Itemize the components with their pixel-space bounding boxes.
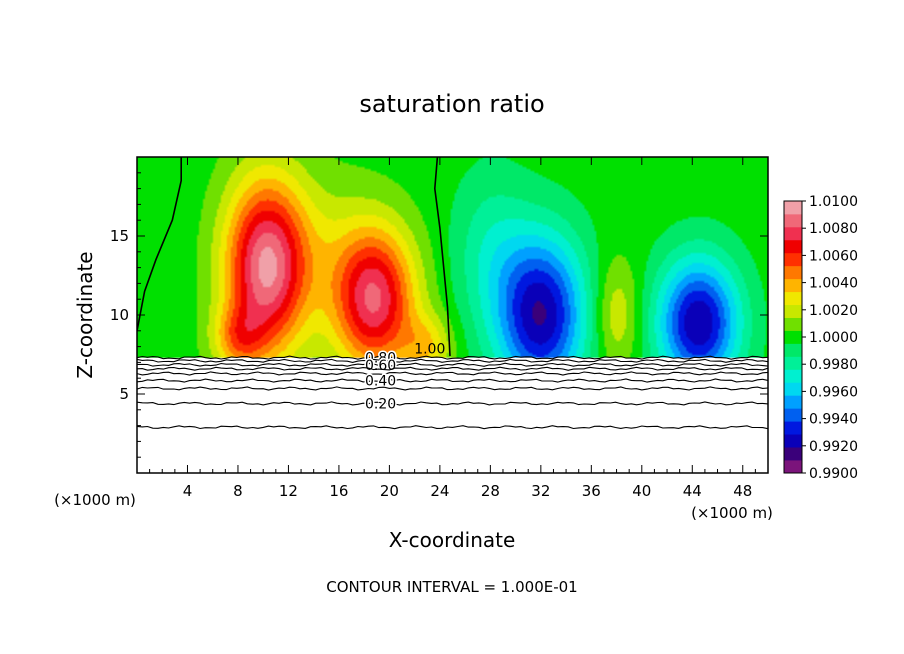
colorbar-swatch	[784, 291, 802, 306]
colorbar-swatch	[784, 460, 802, 474]
contour-label: 0.60	[365, 358, 396, 374]
contour-line-1-00	[433, 157, 451, 357]
colorbar-swatch	[784, 447, 802, 461]
contour-line	[137, 401, 768, 406]
contour-line	[137, 366, 768, 371]
contour-interval-note: CONTOUR INTERVAL = 1.000E-01	[326, 578, 577, 596]
colorbar-swatch	[784, 265, 802, 280]
x-tick-label: 36	[582, 482, 601, 500]
contour-line	[137, 386, 768, 391]
x-tick-label: 8	[233, 482, 243, 500]
x-tick-label: 48	[733, 482, 752, 500]
colorbar-swatch	[784, 252, 802, 267]
x-unit-left: (×1000 m)	[54, 491, 136, 509]
contour-label: 1.00	[414, 342, 445, 358]
colorbar-swatch	[784, 213, 802, 228]
y-axis-label: Z-coordinate	[73, 251, 97, 378]
x-tick-label: 12	[279, 482, 298, 500]
x-tick-label: 20	[380, 482, 399, 500]
chart-title: saturation ratio	[359, 90, 544, 118]
contour-line	[137, 378, 768, 383]
colorbar-tick-label: 1.0080	[809, 221, 858, 237]
contour-line	[137, 358, 768, 363]
contour-line	[137, 425, 768, 430]
colorbar-tick-label: 1.0060	[809, 248, 858, 264]
x-tick-label: 28	[481, 482, 500, 500]
colorbar: 0.9900 0.9920 0.9940 0.9960 0.9980 1.0000 1.00…	[783, 194, 858, 482]
colorbar-tick-label: 0.9900	[809, 466, 858, 482]
colorbar-swatch	[784, 395, 802, 409]
colorbar-swatch	[784, 369, 802, 383]
y-tick-label: 10	[110, 306, 129, 324]
colorbar-tick-label: 0.9960	[809, 384, 858, 400]
colorbar-swatch	[784, 330, 802, 344]
contour-line	[137, 355, 768, 360]
colorbar-swatch	[784, 421, 802, 435]
colorbar-tick-label: 0.9920	[809, 439, 858, 455]
y-tick-label: 5	[119, 385, 129, 403]
x-tick-label: 40	[632, 482, 651, 500]
contour-label: 0.20	[365, 396, 396, 412]
x-tick-label: 24	[430, 482, 449, 500]
x-tick-label: 44	[683, 482, 702, 500]
contour-lines: 0.800.600.400.201.00	[137, 157, 768, 430]
colorbar-swatch	[784, 343, 802, 357]
contour-line	[137, 362, 768, 367]
colorbar-swatch	[784, 317, 802, 331]
x-tick-label: 16	[329, 482, 348, 500]
x-axis-ticks: 4 8 12 16 20 24 28 32 36 40 44 48	[149, 157, 756, 500]
y-tick-label: 15	[110, 227, 129, 245]
colorbar-tick-label: 1.0100	[809, 194, 858, 210]
colorbar-swatch	[784, 278, 802, 293]
colorbar-swatch	[784, 239, 802, 254]
colorbar-swatch	[784, 304, 802, 318]
colorbar-tick-label: 1.0020	[809, 303, 858, 319]
x-tick-label: 32	[531, 482, 550, 500]
colorbar-swatch	[784, 226, 802, 241]
colorbar-swatch	[784, 201, 802, 215]
x-unit-right: (×1000 m)	[691, 504, 773, 522]
x-tick-label: 4	[183, 482, 193, 500]
contour-line	[137, 371, 768, 376]
colorbar-tick-label: 1.0000	[809, 330, 858, 346]
x-axis-label: X-coordinate	[389, 528, 516, 552]
colorbar-swatch	[784, 382, 802, 396]
below-ground-region	[137, 357, 768, 474]
contour-line-1-00	[137, 157, 182, 331]
colorbar-tick-label: 0.9940	[809, 412, 858, 428]
colorbar-swatch	[784, 356, 802, 370]
colorbar-tick-label: 0.9980	[809, 357, 858, 373]
colorbar-swatch	[784, 434, 802, 448]
colorbar-swatch	[784, 408, 802, 422]
contour-label: 0.40	[365, 374, 396, 390]
y-axis-ticks: 5 10 15	[110, 172, 768, 458]
colorbar-tick-label: 1.0040	[809, 276, 858, 292]
